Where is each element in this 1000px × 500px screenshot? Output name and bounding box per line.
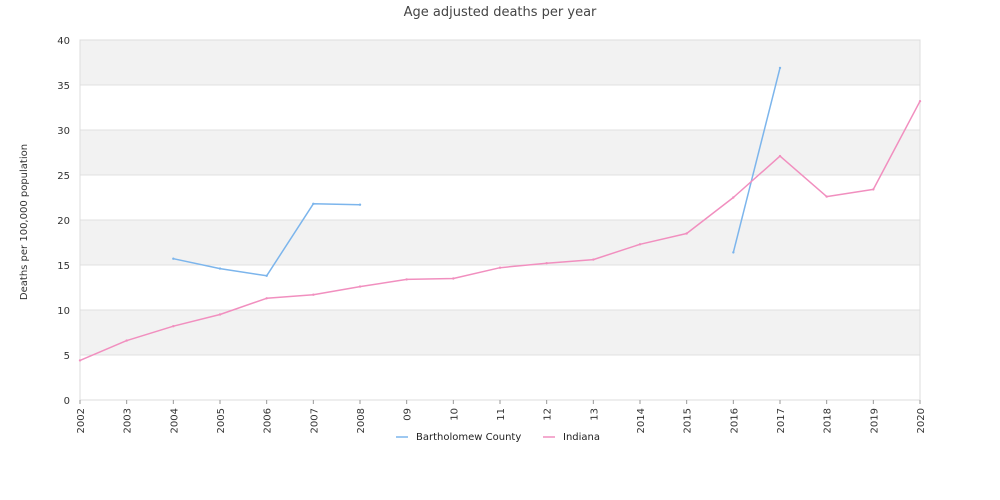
grid-band [80, 130, 920, 175]
grid-band [80, 310, 920, 355]
x-tick-label: 2017 [776, 408, 787, 433]
data-point-indiana [498, 266, 502, 269]
legend-item-indiana[interactable]: Indiana [543, 432, 600, 443]
data-point-indiana [638, 243, 642, 246]
legend[interactable]: Bartholomew County Indiana [396, 432, 600, 443]
data-point-bartholomew-county [265, 274, 268, 277]
grid-band [80, 85, 920, 130]
grid-band [80, 175, 920, 220]
y-tick-label: 0 [64, 396, 70, 407]
x-tick-label: 2008 [356, 408, 367, 433]
y-tick-label: 40 [57, 36, 70, 47]
data-point-indiana [825, 195, 828, 198]
data-point-indiana [358, 285, 362, 288]
data-point-indiana [872, 188, 875, 191]
data-point-indiana [218, 313, 222, 316]
x-tick-label: 2015 [683, 408, 694, 433]
data-point-bartholomew-county [218, 267, 222, 270]
y-tick-label: 20 [57, 216, 70, 227]
y-tick-label: 30 [57, 126, 70, 137]
grid-band [80, 220, 920, 265]
data-point-bartholomew-county [172, 257, 175, 260]
data-point-indiana [265, 297, 268, 300]
legend-item-bartholomew-county[interactable]: Bartholomew County [396, 432, 521, 443]
y-tick-label: 25 [57, 171, 70, 182]
grid-band [80, 40, 920, 85]
data-point-indiana [592, 258, 595, 261]
y-tick-label: 15 [57, 261, 70, 272]
x-tick-label: 2005 [216, 408, 227, 433]
series-line-bartholomew-county [732, 67, 781, 253]
y-tick-label: 5 [64, 351, 70, 362]
grid-band [80, 355, 920, 400]
legend-label: Indiana [563, 432, 600, 443]
x-tick-label: 2020 [916, 408, 927, 433]
y-axis-label: Deaths per 100,000 population [19, 144, 30, 300]
x-tick-label: 2006 [263, 408, 274, 433]
x-tick-label: 2003 [123, 408, 134, 433]
x-tick-label: 10 [449, 408, 460, 421]
y-tick-label: 35 [57, 81, 70, 92]
x-tick-label: 2019 [869, 408, 880, 433]
grid-band [80, 265, 920, 310]
data-point-indiana [78, 359, 82, 362]
x-tick-label: 2007 [309, 408, 320, 433]
x-tick-label: 13 [589, 408, 600, 421]
x-tick-label: 2018 [823, 408, 834, 433]
data-point-indiana [452, 277, 455, 280]
y-axis-ticks: 0 5 10 15 20 25 30 35 40 [57, 36, 70, 407]
plot-background-bands [80, 40, 920, 400]
data-point-bartholomew-county [778, 66, 782, 70]
x-tick-label: 2002 [76, 408, 87, 433]
x-tick-label: 2016 [729, 408, 740, 433]
x-axis-ticks: 2002 2003 2004 2005 2006 2007 2008 09 10 11 12 13 20… [76, 400, 927, 433]
data-point-indiana [732, 196, 735, 199]
x-tick-label: 09 [403, 408, 414, 421]
x-tick-label: 11 [496, 408, 507, 421]
data-point-indiana [405, 278, 408, 281]
x-tick-label: 2014 [636, 408, 647, 433]
data-point-indiana [778, 154, 782, 158]
data-point-bartholomew-county [312, 202, 315, 205]
data-point-indiana [312, 293, 315, 296]
series-lines [78, 66, 922, 362]
data-point-indiana [685, 232, 688, 235]
data-point-bartholomew-county [358, 203, 362, 206]
data-point-indiana [125, 339, 128, 342]
x-tick-label: 2004 [169, 408, 180, 433]
legend-label: Bartholomew County [416, 432, 521, 443]
data-point-indiana [545, 262, 548, 265]
y-tick-label: 10 [57, 306, 70, 317]
chart-title: Age adjusted deaths per year [404, 5, 597, 20]
data-point-indiana [918, 100, 922, 103]
data-point-bartholomew-county [732, 251, 735, 254]
data-point-indiana [172, 325, 175, 328]
x-tick-label: 12 [543, 408, 554, 421]
